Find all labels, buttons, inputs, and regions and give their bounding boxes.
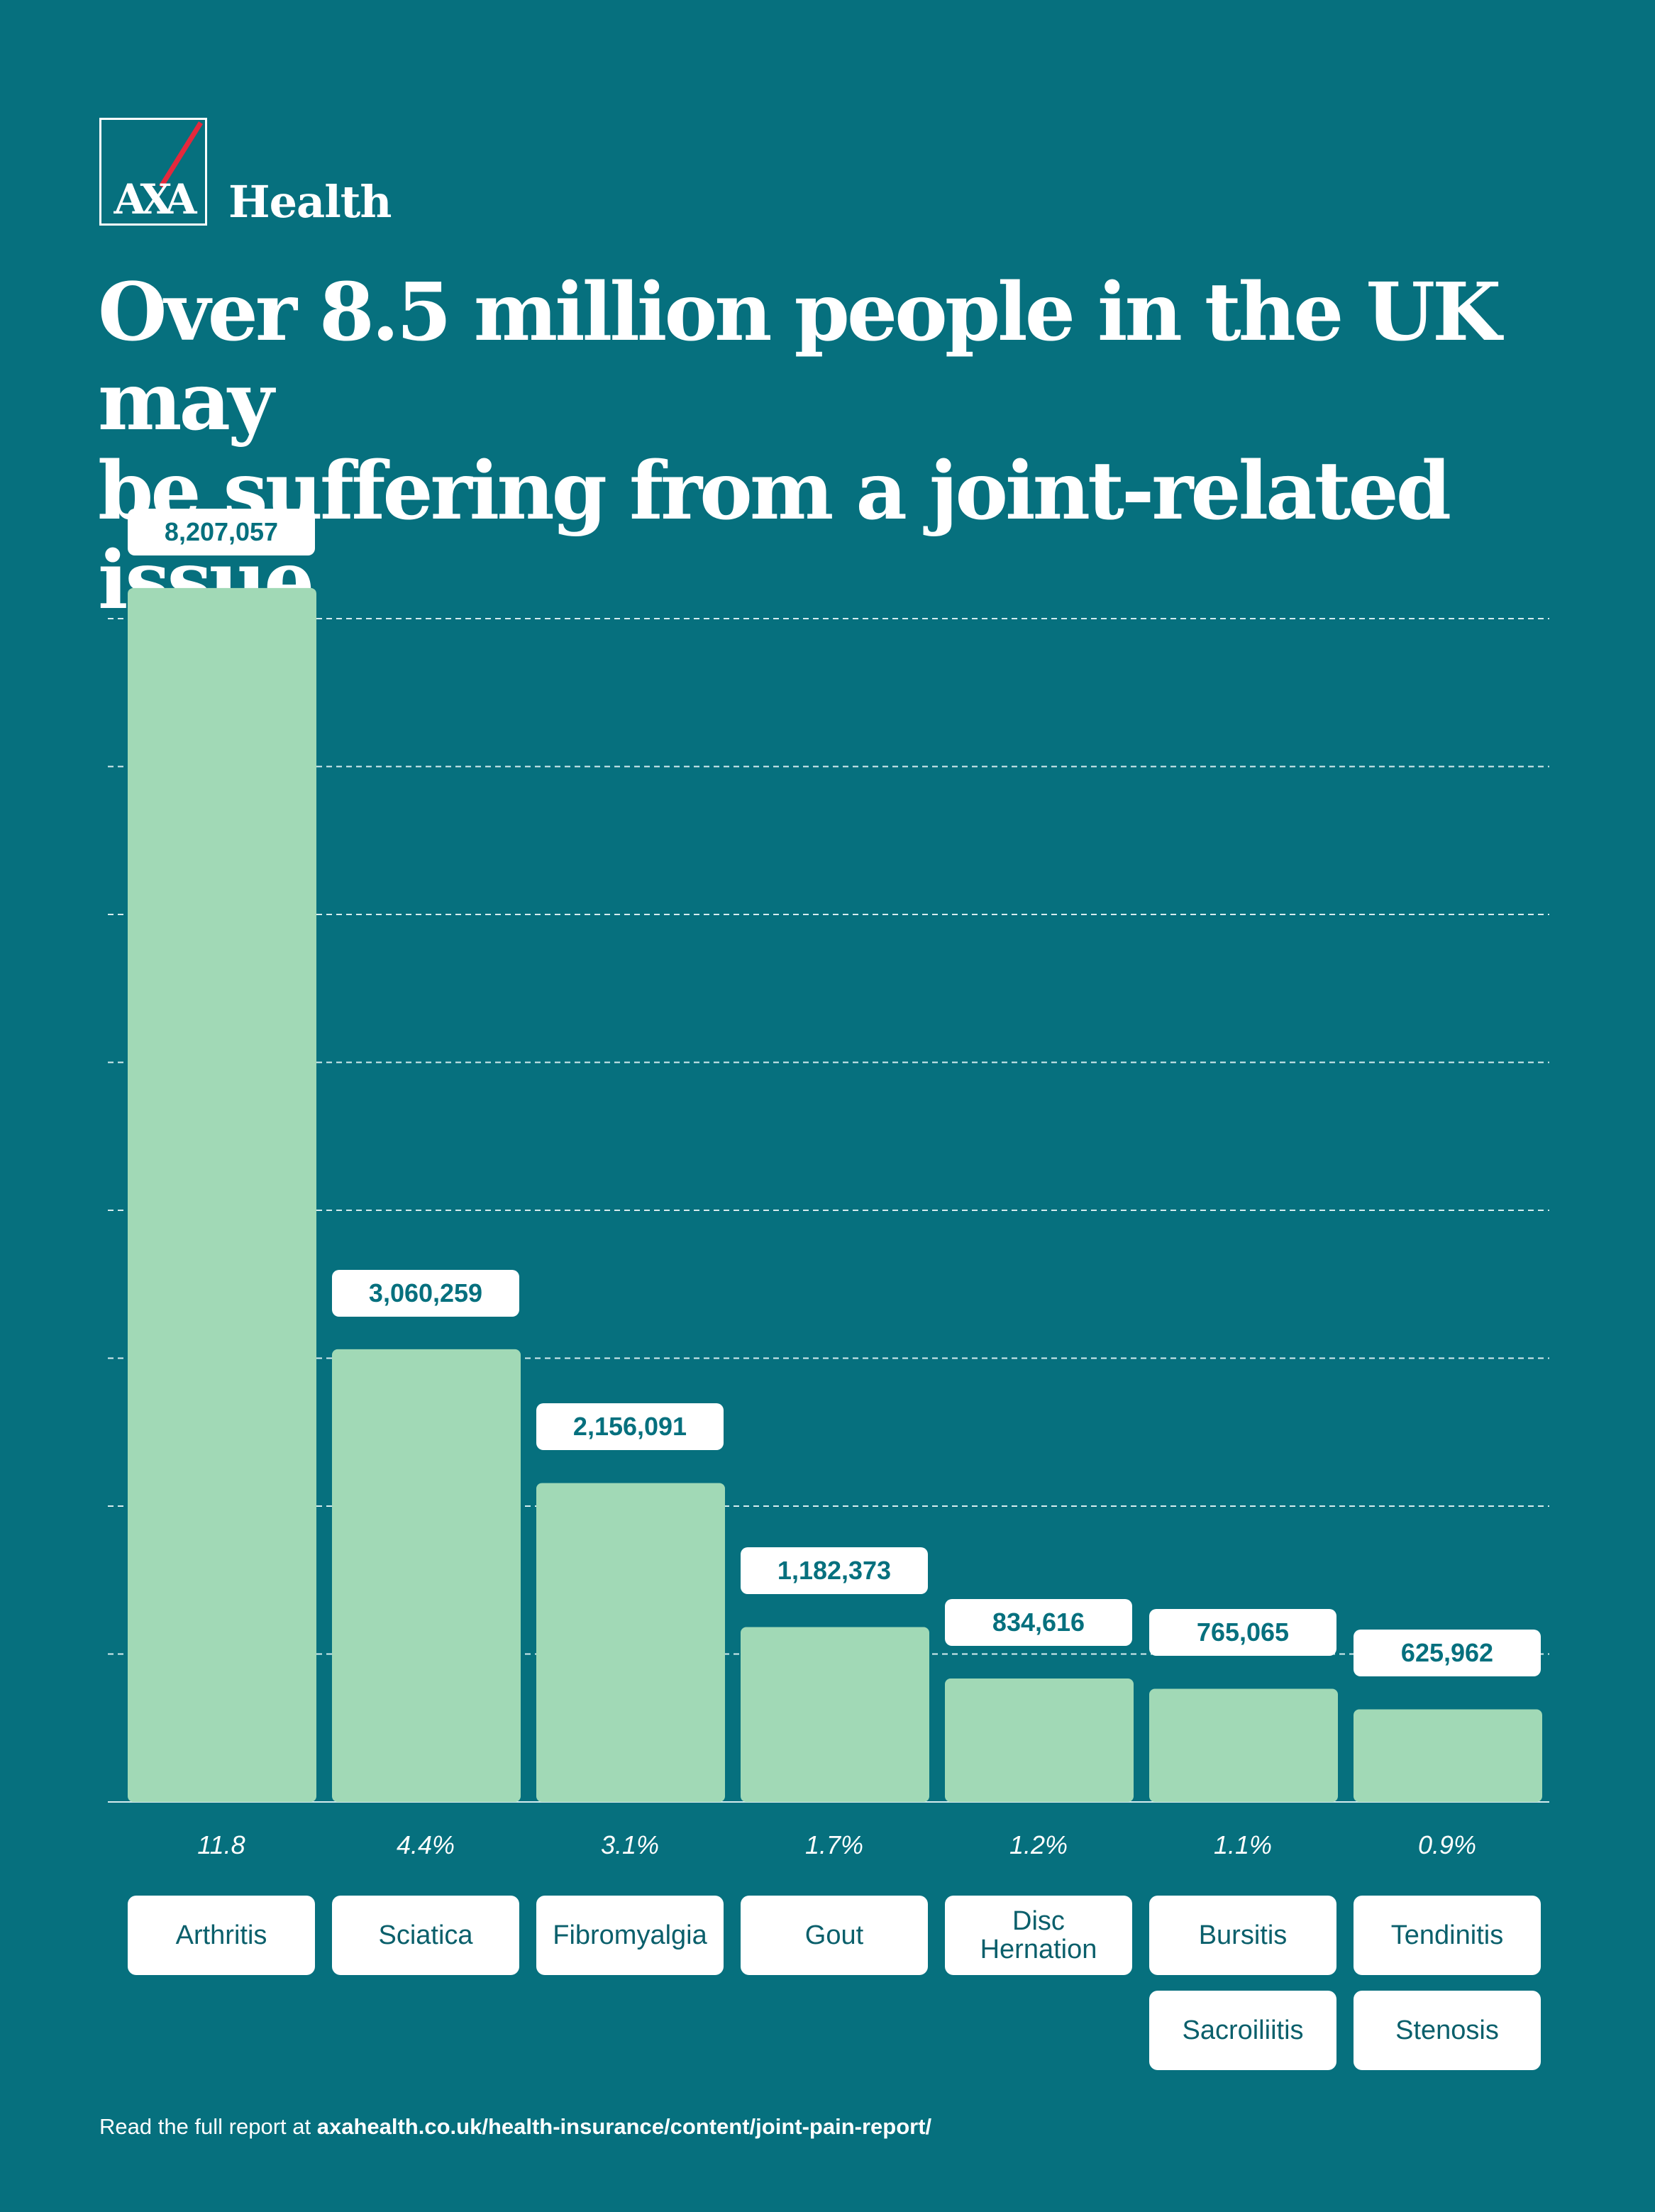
category-label-text: Disc Hernation <box>980 1906 1097 1964</box>
axa-logo-icon: AXA <box>114 121 203 223</box>
data-label: 3,060,259 <box>332 1269 519 1317</box>
category-label-text: Fibromyalgia <box>553 1920 707 1950</box>
bar-arthritis <box>128 587 316 1802</box>
category-label: Disc Hernation <box>945 1896 1132 1975</box>
percent-label: 0.9% <box>1417 1830 1477 1859</box>
data-label: 625,962 <box>1354 1630 1541 1677</box>
category-label: Bursitis <box>1149 1896 1336 1975</box>
category-label: Sciatica <box>332 1896 519 1975</box>
category-label: Sacroiliitis <box>1149 1991 1336 2070</box>
category-label-text: Gout <box>804 1920 864 1950</box>
logo-red-slash <box>159 121 203 188</box>
category-label-text: Arthritis <box>175 1920 267 1950</box>
footer: Read the full report at axahealth.co.uk/… <box>99 2114 931 2140</box>
bar-sciatica <box>332 1349 521 1802</box>
percent-label: 3.1% <box>600 1830 660 1859</box>
percent-label: 1.7% <box>804 1830 864 1859</box>
bar-gout <box>741 1627 929 1802</box>
data-label: 2,156,091 <box>536 1403 724 1451</box>
data-label: 765,065 <box>1149 1609 1336 1657</box>
category-label: Arthritis <box>128 1896 315 1975</box>
category-label-text: Bursitis <box>1198 1920 1288 1950</box>
bar-tendinitis <box>1354 1709 1542 1802</box>
data-label: 834,616 <box>945 1598 1132 1646</box>
category-label: Gout <box>741 1896 928 1975</box>
axa-logo: AXA <box>99 118 207 226</box>
category-label-text: Sciatica <box>378 1920 473 1950</box>
category-label-text: Sacroiliitis <box>1182 2015 1304 2045</box>
bar-disc-hernation <box>945 1678 1134 1802</box>
data-label: 1,182,373 <box>741 1547 928 1595</box>
bar-bursitis <box>1149 1688 1338 1802</box>
brand-name: Health <box>228 176 392 228</box>
headline-line-1: Over 8.5 million people in the UK may <box>98 266 1501 448</box>
percent-label: 1.2% <box>1009 1830 1068 1859</box>
percent-label: 11.8 <box>197 1830 245 1859</box>
percent-label: 1.1% <box>1213 1830 1273 1859</box>
category-label: Tendinitis <box>1354 1896 1541 1975</box>
category-label-text: Stenosis <box>1395 2015 1499 2045</box>
data-label: 8,207,057 <box>128 508 315 555</box>
report-link[interactable]: axahealth.co.uk/health-insurance/content… <box>316 2114 932 2139</box>
logo-text: AXA <box>114 175 198 223</box>
percent-label: 4.4% <box>396 1830 455 1859</box>
bar-fibromyalgia <box>536 1483 725 1802</box>
category-label: Fibromyalgia <box>536 1896 724 1975</box>
category-label-text: Tendinitis <box>1390 1920 1504 1950</box>
category-label: Stenosis <box>1354 1991 1541 2070</box>
footer-prefix: Read the full report at <box>99 2114 317 2139</box>
